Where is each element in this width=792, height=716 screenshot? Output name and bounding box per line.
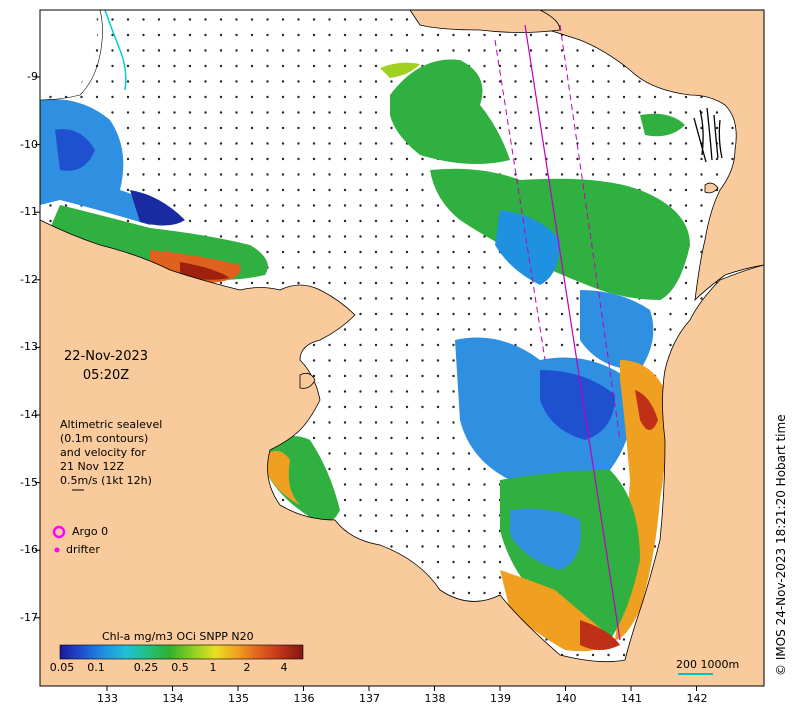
colorbar-tick-label: 4 [280,661,288,674]
longitude-label: 135 [228,692,249,705]
altimetry-note: Altimetric sealevel (0.1m contours) and … [60,418,162,488]
altimetry-line-5: 0.5m/s (1kt 12h) [60,474,152,487]
longitude-label: 141 [621,692,642,705]
coastline-west-top [39,9,103,101]
longitude-label: 133 [97,692,118,705]
colorbar-tick-label: 0.25 [133,661,159,674]
credit-text: © IMOS 24-Nov-2023 18:21:20 Hobart time [774,414,788,676]
latitude-label: -17 [20,610,38,624]
satellite-tracks [494,24,621,641]
longitude-label: 138 [424,692,446,705]
latitude-label: -15 [20,475,38,489]
colorbar-tick-label: 1 [209,661,217,674]
longitude-label: 136 [293,692,315,705]
scale-label: 200 1000m [676,658,740,671]
drifter-tracks [693,107,723,163]
colorbar-tick-label: 0.1 [87,661,105,674]
colorbar-tick-label: 0.05 [49,661,75,674]
colorbar-tick-label: 2 [243,661,251,674]
longitude-label: 134 [162,692,184,705]
altimetry-line-2: (0.1m contours) [60,432,149,445]
longitude-label: 142 [686,692,708,705]
longitude-label: 137 [359,692,380,705]
river-line [104,9,127,91]
date-line: 22-Nov-2023 [63,349,149,364]
latitude-label: -9 [27,70,38,83]
altimetry-line-3: and velocity for [60,446,146,459]
latitude-label: -16 [20,543,38,557]
altimetry-line-4: 21 Nov 12Z [60,460,124,473]
colorbar-title: Chl-a mg/m3 OCi SNPP N20 [102,630,254,643]
date-label: 22-Nov-2023 05:20Z [58,347,154,385]
land-masses [39,9,765,687]
map-frame [39,9,765,687]
argo-icon [52,525,66,539]
colorbar-tick-label: 0.5 [171,661,189,674]
time-line: 05:20Z [82,368,130,383]
drifter-legend-label: drifter [66,543,100,556]
latitude-label: -14 [20,408,38,421]
latitude-label: -12 [20,272,38,286]
altimetry-line-1: Altimetric sealevel [60,418,163,431]
longitude-label: 140 [555,692,577,705]
axis-ticks [35,76,697,691]
longitude-label: 139 [490,692,511,705]
colorbar [59,644,304,660]
latitude-label: -13 [20,340,38,354]
drifter-icon [54,547,60,553]
argo-legend-label: Argo 0 [72,525,109,538]
latitude-label: -10 [20,137,38,151]
latitude-label: -11 [20,205,38,219]
